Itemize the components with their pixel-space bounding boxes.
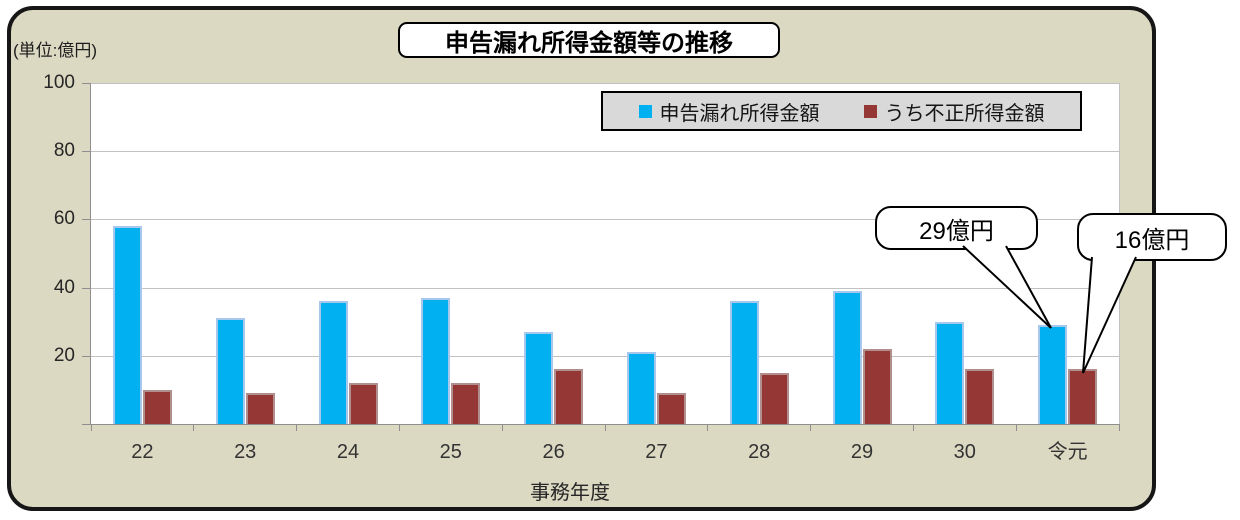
y-axis-tick-40 (82, 287, 90, 289)
bar-series1-24 (348, 383, 378, 424)
callout-text: 16億円 (1114, 226, 1190, 254)
bar-series0-22 (112, 226, 142, 424)
legend-label: 申告漏れ所得金額 (659, 102, 820, 125)
x-axis-tick-8 (912, 424, 914, 431)
y-axis-label-60: 60 (53, 208, 75, 230)
callout-text: 29億円 (919, 217, 994, 245)
x-axis-title: 事務年度 (530, 482, 610, 504)
bar-series1-27 (656, 393, 686, 424)
x-axis-tick-4 (501, 424, 503, 431)
chart-title: 申告漏れ所得金額等の推移 (445, 29, 733, 57)
y-axis-tick-100 (82, 83, 90, 84)
x-axis-tick-0 (90, 424, 92, 431)
x-axis-label-22: 22 (131, 441, 154, 463)
legend-item-declared: 申告漏れ所得金額 (638, 97, 820, 126)
gridline-80 (91, 151, 1119, 153)
x-axis-tick-3 (398, 424, 400, 431)
plot-area: 20 40 60 80 100 22 23 24 25 26 27 28 29 30 令元 (43, 72, 1120, 463)
bar-series1-29 (862, 348, 892, 424)
y-axis-unit-label: (単位:億円) (13, 41, 98, 60)
x-axis-label-28: 28 (748, 441, 771, 463)
legend: 申告漏れ所得金額 うち不正所得金額 (601, 91, 1082, 131)
y-axis-tick-20 (82, 355, 90, 357)
bar-series0-令元 (1038, 325, 1068, 424)
y-axis-label-100: 100 (43, 72, 75, 93)
bar-series1-令元 (1068, 369, 1098, 424)
callout-29-oku-yen: 29億円 (875, 206, 1038, 250)
bar-series0-26 (524, 331, 554, 424)
bar-series0-28 (729, 301, 759, 424)
x-axis-tick-7 (810, 424, 812, 431)
x-axis-tick-5 (604, 424, 606, 431)
x-axis-label-24: 24 (336, 441, 360, 463)
bar-series1-22 (142, 389, 172, 424)
bar-series0-25 (421, 297, 451, 424)
x-axis-tick-1 (193, 424, 195, 431)
x-axis-label-23: 23 (234, 441, 257, 463)
bar-series0-23 (215, 318, 245, 424)
bar-series0-24 (318, 301, 348, 424)
y-axis-tick-80 (82, 151, 90, 153)
x-axis-tick-6 (707, 424, 709, 431)
gridline-20 (91, 355, 1119, 357)
legend-item-fraud: うち不正所得金額 (863, 97, 1045, 126)
bar-series0-29 (832, 291, 862, 424)
legend-marker-darkred-icon (863, 104, 877, 118)
x-axis-label-27: 27 (645, 441, 668, 463)
bar-series1-23 (245, 393, 275, 424)
bar-series1-26 (554, 369, 584, 424)
bar-series1-30 (965, 369, 995, 424)
bar-series0-30 (935, 321, 965, 424)
x-axis-tick-2 (296, 424, 298, 431)
y-axis-tick-60 (82, 219, 90, 221)
x-axis-label-25: 25 (439, 441, 462, 463)
y-axis-tick-0 (82, 424, 90, 425)
gridline-60 (91, 219, 1119, 221)
callout-16-oku-yen: 16億円 (1077, 213, 1227, 261)
gridline-40 (91, 287, 1119, 289)
x-axis-tick-9 (1015, 424, 1017, 431)
chart-title-box: 申告漏れ所得金額等の推移 (398, 22, 780, 58)
legend-label: うち不正所得金額 (884, 102, 1045, 125)
bar-series1-28 (759, 372, 789, 424)
y-axis-label-40: 40 (53, 276, 75, 298)
bar-series0-27 (626, 352, 656, 424)
x-axis-label-30: 30 (953, 441, 976, 463)
bar-series1-25 (451, 383, 481, 424)
x-axis-label-令元: 令元 (1047, 441, 1088, 463)
y-axis-label-20: 20 (53, 344, 75, 366)
legend-marker-blue-icon (638, 104, 652, 118)
x-axis-tick-10 (1118, 424, 1120, 431)
x-axis-label-29: 29 (850, 441, 874, 463)
y-axis-label-80: 80 (53, 140, 75, 162)
gridline-100 (91, 83, 1119, 84)
x-axis-label-26: 26 (542, 441, 565, 463)
